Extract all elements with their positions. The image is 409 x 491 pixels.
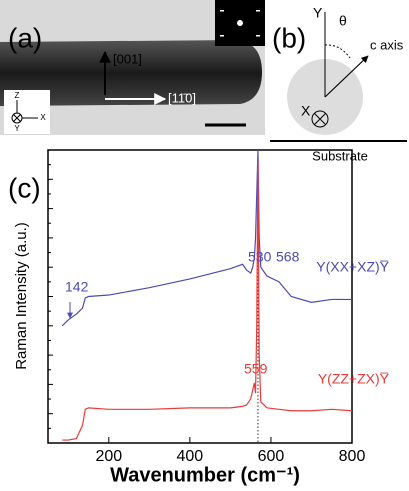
x-axis-label: Wavenumber (cm⁻¹) (110, 464, 300, 486)
axis-label: X (40, 113, 46, 122)
diffraction-spot (220, 35, 224, 37)
angle-arc (325, 45, 350, 58)
panel-label: (c) (8, 172, 41, 203)
peak-label: 568 (276, 249, 300, 265)
c-axis-label: c axis (370, 37, 404, 52)
panel-label: (b) (272, 22, 306, 53)
axis-label: X (301, 103, 311, 119)
diffraction-spot (220, 10, 224, 12)
panel-b: (b) Y θ c axis X Substrate (270, 5, 407, 164)
x-tick-label: 400 (177, 448, 204, 465)
legend-label: Y(XX+XZ)Y̅ (316, 259, 389, 275)
axes-inset (4, 90, 50, 134)
x-tick-label: 600 (258, 448, 285, 465)
peak-label: 530 (248, 249, 272, 265)
axis-label: Y (313, 5, 323, 21)
legend-label: Y(ZZ+ZX)Y̅ (318, 371, 390, 387)
x-tick-label: 800 (339, 448, 366, 465)
y-axis-label: Raman Intensity (a.u.) (13, 222, 30, 370)
direction-label: [11̄0] (168, 90, 196, 105)
diffraction-spot (237, 20, 243, 26)
figure: [001] [11̄0] Z X Y (a) (b) Y θ c axis X … (0, 0, 409, 491)
axis-label: Y (14, 124, 20, 133)
panel-c: (c) 200 400 600 800 Wavenumber (cm⁻¹) Raman In… (8, 150, 390, 486)
spectrum (62, 150, 352, 326)
direction-label: [001] (113, 51, 142, 66)
diffraction-spot (256, 10, 260, 12)
panel-label: (a) (8, 22, 42, 53)
panel-a: [001] [11̄0] Z X Y (a) (0, 0, 265, 135)
x-tick-label: 200 (95, 448, 122, 465)
peak-label: 142 (65, 279, 89, 295)
angle-label: θ (339, 13, 347, 29)
peak-label: 559 (244, 361, 268, 377)
axis-label: Z (15, 91, 20, 100)
diffraction-spot (256, 35, 260, 37)
